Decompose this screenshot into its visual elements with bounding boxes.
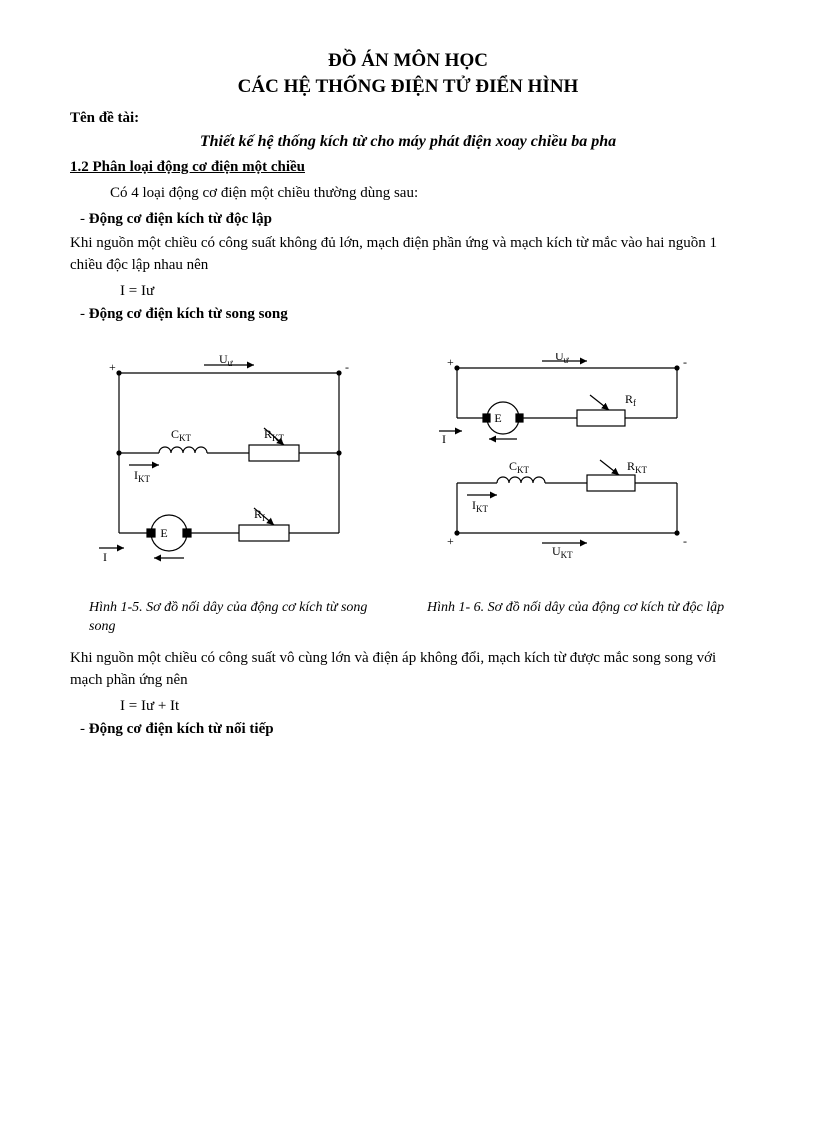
label-Rf-r: Rf: [625, 392, 636, 408]
figure-right-caption: Hình 1- 6. Sơ đồ nối dây của động cơ kíc…: [427, 598, 727, 618]
label-IKT-r: IKT: [472, 498, 488, 514]
label-I: I: [103, 550, 107, 564]
bullet-1: Động cơ điện kích từ độc lập: [80, 211, 746, 228]
label-plus-top: +: [447, 355, 454, 369]
bullet-3: Động cơ điện kích từ nối tiếp: [80, 721, 746, 738]
label-E: E: [160, 526, 167, 540]
topic-label: Tên đề tài:: [70, 110, 746, 127]
label-Rf: Rf: [254, 507, 265, 523]
figure-left-caption: Hình 1-5. Sơ đồ nối dây của động cơ kích…: [89, 598, 389, 637]
equation-1: I = Iư: [120, 283, 746, 300]
page-title-2: CÁC HỆ THỐNG ĐIỆN TỬ ĐIỂN HÌNH: [70, 76, 746, 98]
label-I-r: I: [442, 432, 446, 446]
para-2: Khi nguồn một chiều có công suất vô cùng…: [70, 647, 746, 692]
label-plus-bot: +: [447, 534, 454, 548]
label-UKT: UKT: [552, 544, 573, 560]
label-Uu: Uư: [219, 353, 234, 368]
equation-2: I = Iư + It: [120, 698, 746, 715]
label-RKT-r: RKT: [627, 459, 648, 475]
label-minus: -: [345, 360, 349, 374]
bullet-2: Động cơ điện kích từ song song: [80, 306, 746, 323]
label-CKT-r: CKT: [509, 459, 530, 475]
label-CKT: CKT: [171, 427, 192, 443]
figure-left: + - Uư CKT RKT IKT E Rf I Hình 1-5. Sơ đ…: [89, 353, 389, 637]
label-minus-bot: -: [683, 534, 687, 548]
figure-right: + - Uư E Rf I CKT RKT IKT + - UKT Hình 1…: [427, 353, 727, 637]
page-title-1: ĐỒ ÁN MÔN HỌC: [70, 50, 746, 72]
label-E-r: E: [494, 411, 501, 425]
para-1: Khi nguồn một chiều có công suất không đ…: [70, 232, 746, 277]
figure-row: + - Uư CKT RKT IKT E Rf I Hình 1-5. Sơ đ…: [70, 353, 746, 637]
label-plus: +: [109, 360, 116, 374]
label-IKT: IKT: [134, 468, 150, 484]
label-Uu-r: Uư: [555, 353, 570, 365]
section-heading: 1.2 Phân loại động cơ điện một chiều: [70, 159, 746, 176]
label-RKT: RKT: [264, 427, 285, 443]
topic-title: Thiết kế hệ thống kích từ cho máy phát đ…: [70, 133, 746, 151]
section-intro: Có 4 loại động cơ điện một chiều thường …: [70, 182, 746, 205]
label-minus-top: -: [683, 355, 687, 369]
